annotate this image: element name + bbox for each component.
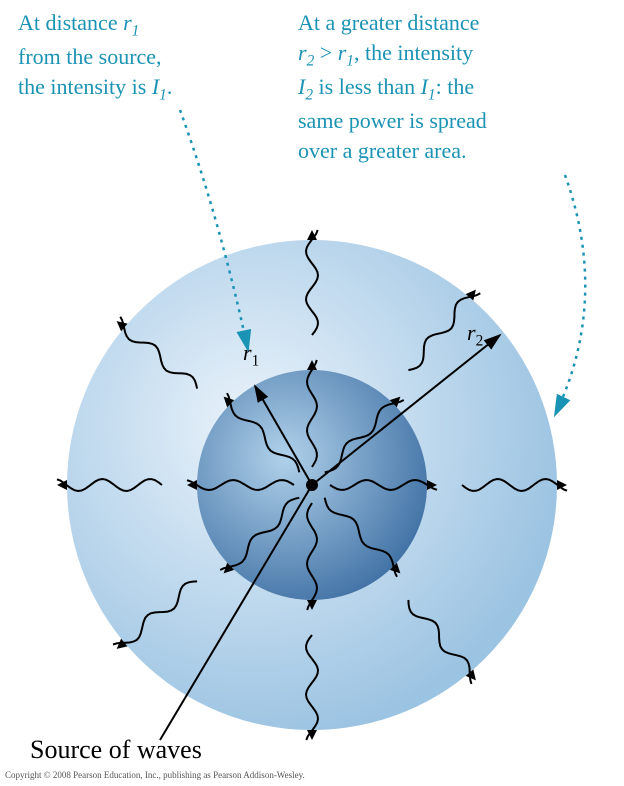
r1-text: r	[243, 340, 252, 365]
r2-label: r2	[467, 320, 483, 350]
r2-text: r	[467, 320, 476, 345]
r1-label: r1	[243, 340, 259, 370]
copyright-text: Copyright © 2008 Pearson Education, Inc.…	[5, 770, 305, 780]
r1-sub: 1	[252, 352, 260, 369]
right-dotted-arrow	[555, 175, 585, 415]
wave-diagram	[0, 0, 624, 786]
copyright: Copyright © 2008 Pearson Education, Inc.…	[5, 770, 305, 780]
source-text: Source of waves	[30, 735, 202, 764]
source-label: Source of waves	[30, 735, 202, 765]
r2-sub: 2	[476, 332, 484, 349]
